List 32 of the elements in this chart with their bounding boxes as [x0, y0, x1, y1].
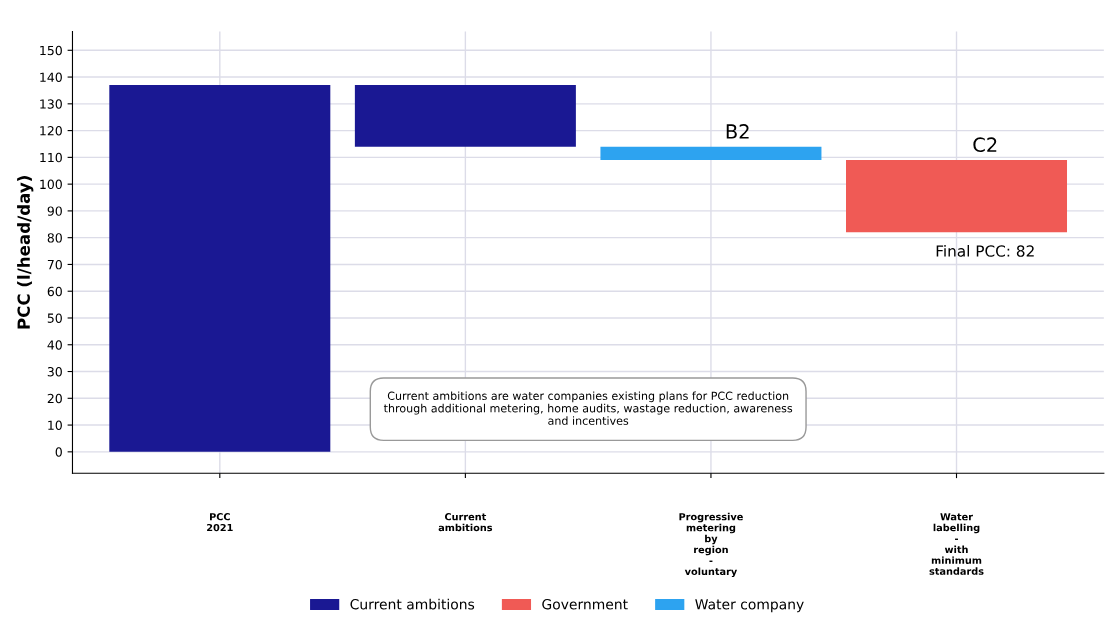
x-tick-label: Water labelling - with minimum standards [929, 513, 984, 575]
annotation: Current ambitions are water companies existing plans for PCC reduction through additional metering, home audits, wastage reduction, awareness and incentives [383, 391, 793, 425]
x-tick-label: Progressive metering by region - voluntary [679, 512, 743, 578]
y-tick-label: 110 [40, 152, 62, 163]
legend-label: Government [542, 598, 628, 610]
annotation: Final PCC: 82 [936, 245, 1034, 257]
y-tick-label: 50 [47, 313, 62, 323]
y-tick-label: 30 [47, 367, 62, 377]
y-tick-label: 140 [40, 72, 62, 82]
annotation: B2 [726, 124, 749, 139]
y-tick-label: 0 [55, 447, 62, 457]
y-tick-label: 40 [47, 340, 62, 350]
y-tick-label: 80 [47, 233, 62, 243]
y-tick-label: 150 [40, 45, 62, 56]
legend-label: Current ambitions [350, 598, 475, 610]
y-tick-label: 10 [48, 420, 62, 430]
legend-label: Water company [695, 599, 804, 613]
y-tick-label: 20 [47, 393, 62, 404]
y-tick-label: 70 [47, 259, 62, 270]
annotation: C2 [973, 137, 997, 153]
bar [846, 160, 1068, 233]
y-tick-label: 120 [40, 126, 62, 136]
bar [600, 146, 822, 161]
y-tick-label: 130 [40, 99, 62, 109]
x-tick-label: Current ambitions [438, 513, 493, 532]
bar [109, 85, 331, 452]
bar [354, 85, 576, 147]
y-tick-label: 90 [47, 206, 62, 216]
y-tick-label: 60 [47, 286, 62, 297]
y-axis-title: PCC (l/head/day) [17, 176, 34, 329]
x-tick-label: PCC 2021 [207, 513, 233, 532]
y-tick-label: 100 [40, 179, 62, 190]
